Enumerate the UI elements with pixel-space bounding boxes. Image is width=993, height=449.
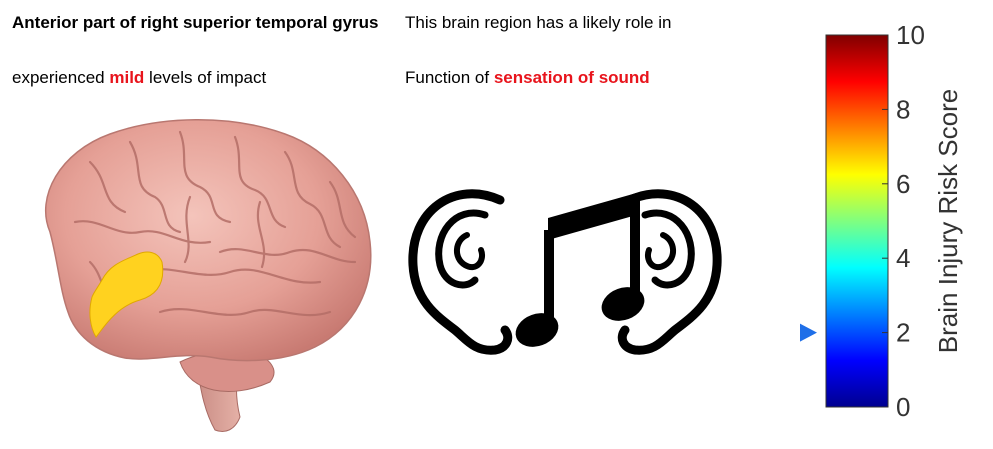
risk-marker-icon [800, 323, 817, 342]
left-ear-icon [408, 189, 513, 355]
colorbar-gradient [825, 34, 889, 408]
right-ear-icon [617, 189, 722, 355]
impact-suffix: levels of impact [149, 68, 267, 87]
region-title: Anterior part of right superior temporal… [12, 13, 379, 32]
role-intro: This brain region has a likely role in [405, 13, 672, 32]
function-name: sensation of sound [493, 68, 650, 87]
colorbar-tick-label: 4 [896, 243, 910, 273]
function-description: Function of sensation of sound [405, 67, 650, 89]
highlighted-region [89, 251, 164, 338]
colorbar-tick-label: 10 [896, 20, 925, 50]
ears-and-music-note-icon [408, 189, 722, 355]
colorbar-label: Brain Injury Risk Score [933, 89, 963, 353]
colorbar-tick-label: 6 [896, 169, 910, 199]
colorbar-tick-label: 0 [896, 392, 910, 422]
impact-level: mild [109, 68, 145, 87]
risk-colorbar: 0 2 4 6 8 10 Brain Injury Risk Score [800, 20, 963, 422]
brain-illustration [45, 119, 372, 432]
colorbar-tick-label: 2 [896, 318, 910, 348]
impact-prefix: experienced [12, 68, 105, 87]
impact-description: experienced mild levels of impact [12, 67, 266, 89]
music-note-icon [515, 192, 645, 347]
function-prefix: Function of [405, 68, 490, 87]
colorbar-tick-label: 8 [896, 94, 910, 124]
